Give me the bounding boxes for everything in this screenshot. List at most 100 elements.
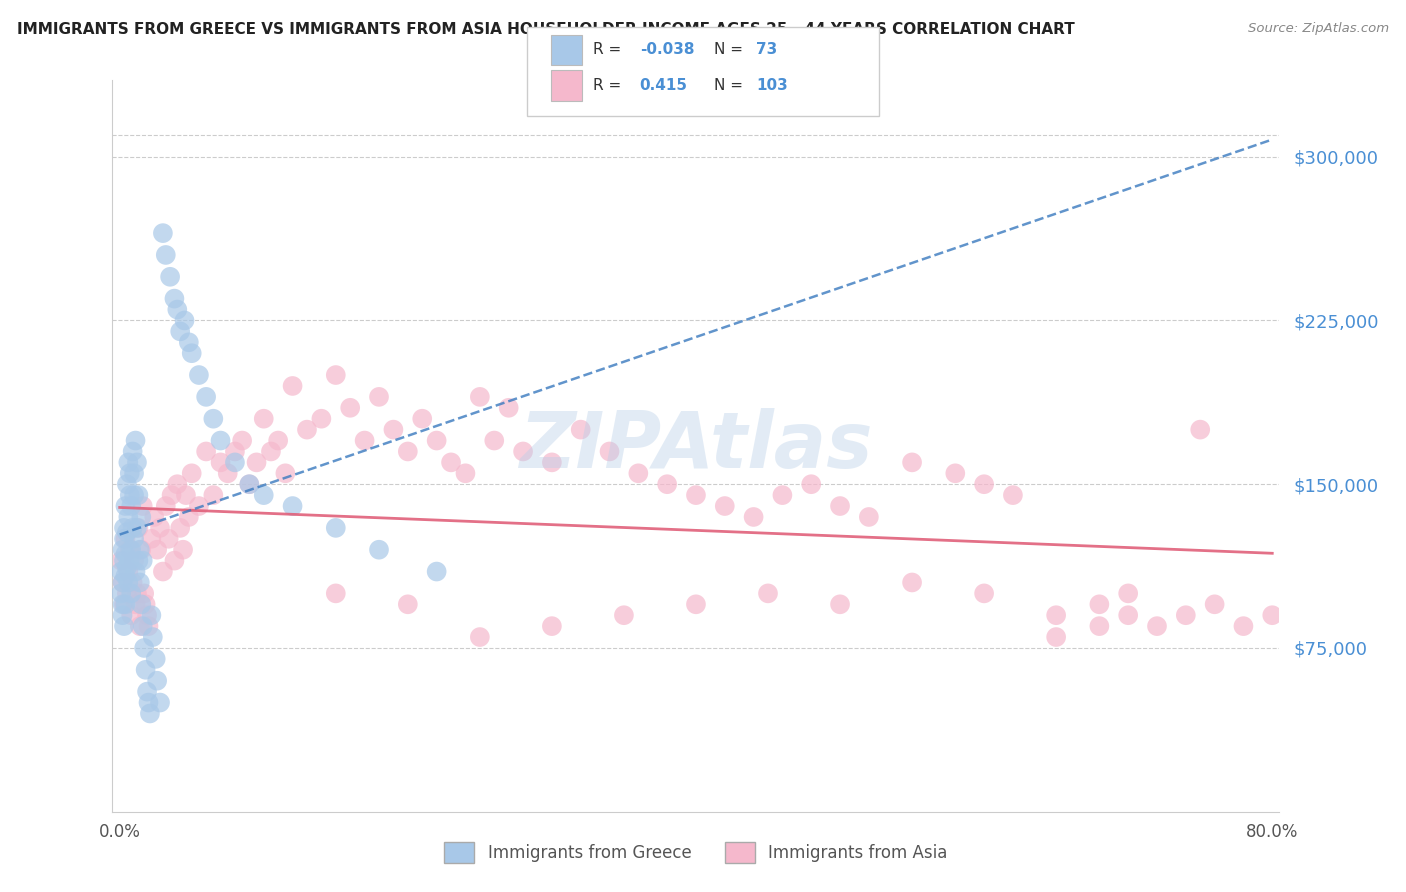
Point xyxy=(1174,608,1197,623)
Point xyxy=(155,248,177,262)
Point xyxy=(756,586,779,600)
Point xyxy=(132,554,155,568)
Point xyxy=(166,477,188,491)
Point xyxy=(155,499,177,513)
Point xyxy=(209,455,232,469)
Point xyxy=(1088,597,1111,611)
Point xyxy=(174,488,197,502)
Point xyxy=(163,292,186,306)
Point xyxy=(134,586,156,600)
Point xyxy=(253,411,276,425)
Point xyxy=(136,684,159,698)
Point xyxy=(127,554,149,568)
Point xyxy=(339,401,361,415)
Point xyxy=(541,619,564,633)
Point xyxy=(800,477,823,491)
Point xyxy=(152,565,174,579)
Point xyxy=(118,488,141,502)
Point xyxy=(901,455,924,469)
Point xyxy=(127,521,149,535)
Point xyxy=(163,554,186,568)
Point xyxy=(368,542,391,557)
Point xyxy=(901,575,924,590)
Point xyxy=(114,499,136,513)
Point xyxy=(125,521,148,535)
Point xyxy=(1204,597,1226,611)
Point xyxy=(599,444,621,458)
Point xyxy=(128,575,150,590)
Point xyxy=(115,525,138,540)
Point xyxy=(120,499,142,513)
Point xyxy=(117,510,139,524)
Point xyxy=(112,619,135,633)
Point xyxy=(110,586,132,600)
Point xyxy=(195,444,218,458)
Point xyxy=(177,335,200,350)
Point xyxy=(115,586,138,600)
Point xyxy=(112,521,135,535)
Point xyxy=(202,488,225,502)
Point xyxy=(149,696,172,710)
Point xyxy=(114,532,136,546)
Point xyxy=(120,608,142,623)
Point xyxy=(124,565,146,579)
Point xyxy=(177,510,200,524)
Point xyxy=(238,477,260,491)
Point xyxy=(426,565,449,579)
Point xyxy=(770,488,793,502)
Point xyxy=(121,575,143,590)
Point xyxy=(1189,423,1212,437)
Point xyxy=(973,586,995,600)
Text: -0.038: -0.038 xyxy=(640,43,695,57)
Point xyxy=(1088,619,1111,633)
Point xyxy=(122,532,145,546)
Point xyxy=(114,569,136,583)
Point xyxy=(145,652,167,666)
Point xyxy=(169,521,191,535)
Point xyxy=(281,379,304,393)
Point xyxy=(173,313,195,327)
Point xyxy=(411,411,433,425)
Point xyxy=(1001,488,1024,502)
Point xyxy=(325,586,347,600)
Point xyxy=(260,444,283,458)
Point xyxy=(1045,630,1067,644)
Point xyxy=(627,467,650,481)
Point xyxy=(132,619,155,633)
Point xyxy=(685,488,707,502)
Point xyxy=(111,575,134,590)
Point xyxy=(132,499,155,513)
Point xyxy=(209,434,232,448)
Point xyxy=(118,467,141,481)
Point xyxy=(110,554,132,568)
Point xyxy=(382,423,405,437)
Point xyxy=(1146,619,1168,633)
Point xyxy=(122,488,145,502)
Point xyxy=(142,630,165,644)
Point xyxy=(112,597,135,611)
Point xyxy=(180,467,202,481)
Point xyxy=(117,565,139,579)
Point xyxy=(613,608,636,623)
Point xyxy=(454,467,477,481)
Text: R =: R = xyxy=(593,78,621,93)
Point xyxy=(187,499,209,513)
Point xyxy=(114,597,136,611)
Text: ZIPAtlas: ZIPAtlas xyxy=(519,408,873,484)
Point xyxy=(112,532,135,546)
Point xyxy=(117,575,139,590)
Point xyxy=(858,510,880,524)
Point xyxy=(129,597,152,611)
Point xyxy=(127,488,149,502)
Point xyxy=(136,608,159,623)
Point xyxy=(135,663,157,677)
Point xyxy=(541,455,564,469)
Point xyxy=(115,477,138,491)
Point xyxy=(311,411,333,425)
Point xyxy=(828,597,851,611)
Point xyxy=(139,706,162,721)
Point xyxy=(1116,608,1139,623)
Point xyxy=(685,597,707,611)
Point xyxy=(160,488,183,502)
Point xyxy=(117,455,139,469)
